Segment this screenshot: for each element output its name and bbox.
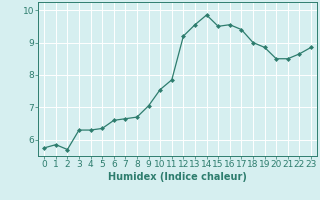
X-axis label: Humidex (Indice chaleur): Humidex (Indice chaleur) (108, 172, 247, 182)
